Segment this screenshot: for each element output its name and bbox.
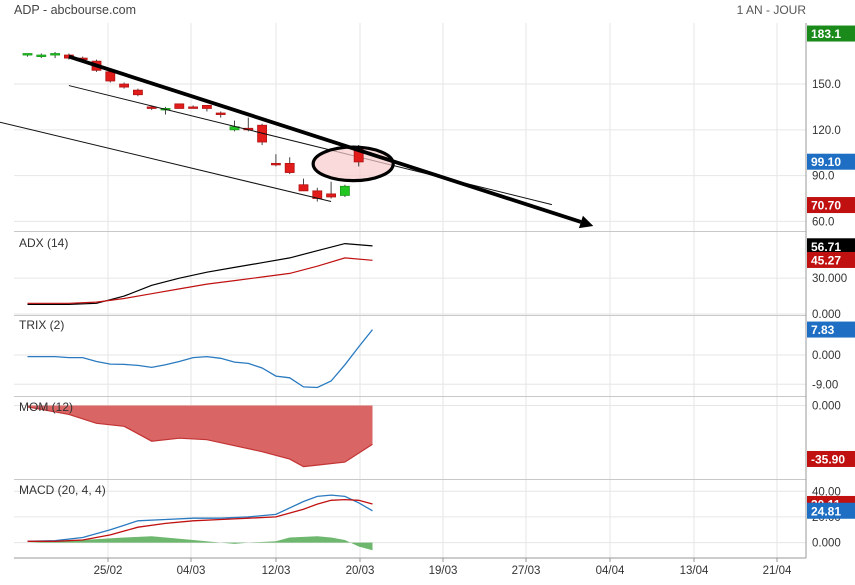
candle-body (22, 53, 33, 56)
trix-panel-label: TRIX (2) (19, 318, 64, 332)
trend-arrow-line (68, 54, 582, 224)
candle-body (36, 54, 47, 57)
candle-body (132, 89, 143, 96)
macd-value-tag (807, 502, 855, 519)
mom-line (27, 406, 373, 468)
macd-line-line (27, 494, 373, 542)
price-tick-label: 60.0 (812, 216, 834, 228)
macd-value-tag-label: 24.81 (811, 504, 841, 518)
candle-body (270, 162, 281, 166)
x-tick-label: 04/04 (596, 565, 625, 577)
grid-layer (14, 23, 806, 558)
adx-value-tag-label: 56.71 (811, 240, 841, 254)
adx-value-tag-label: 45.27 (811, 253, 841, 267)
trix-line (27, 329, 374, 389)
candle-body (119, 83, 129, 88)
trix-tick-label: 0.000 (812, 350, 841, 362)
x-tick-label: 13/04 (680, 565, 709, 577)
macd-panel-label: MACD (20, 4, 4) (19, 483, 106, 497)
mom-value-tag-label: -35.90 (811, 452, 845, 466)
candle-body (339, 185, 350, 196)
price-value-tag-label: 99.10 (811, 155, 841, 169)
price-value-tag (807, 25, 855, 42)
candle-body (174, 103, 185, 109)
mom-value-tag (807, 450, 855, 467)
x-tick-label: 19/03 (429, 565, 458, 577)
price-value-tag-label: 70.70 (811, 199, 841, 213)
trix-value-tag (807, 321, 855, 338)
price-tick-label: 120.0 (812, 125, 841, 137)
candle-body (298, 184, 309, 192)
x-tick-label: 20/03 (346, 565, 375, 577)
adx-panel-label: ADX (14) (19, 236, 68, 250)
x-tick-label: 04/03 (177, 565, 206, 577)
x-tick-label: 21/04 (763, 565, 792, 577)
lower-channel-line (0, 121, 332, 203)
annotation-layer (0, 54, 594, 229)
adx-value-tag (807, 238, 855, 255)
trix-value-tag-label: 7.83 (811, 323, 835, 337)
adx-tick-label: 30.000 (812, 273, 847, 285)
axis-layer: 150.0 120.0 90.0 60.0 30.000 0.000 0.000 -9.00 0… (14, 23, 855, 577)
x-tick-label: 27/03 (512, 565, 541, 577)
macd-tick-label: 0.000 (812, 538, 841, 550)
content-layer (22, 51, 374, 551)
candle-body (105, 71, 116, 82)
adx-line (27, 242, 373, 305)
candle-body (188, 106, 199, 109)
candle-body (326, 193, 337, 198)
upper-channel-line (68, 85, 553, 206)
trix-tick-label: -9.00 (812, 379, 838, 391)
chart-title: ADP - abcbourse.com (14, 3, 136, 17)
price-tick-label: 150.0 (812, 79, 841, 91)
macd-tick-label: 40.00 (812, 486, 841, 498)
x-tick-label: 25/02 (94, 565, 123, 577)
price-value-tag-label: 183.1 (811, 27, 841, 41)
macd-signal-line (27, 498, 373, 542)
price-value-tag (807, 197, 855, 214)
candle-body (201, 105, 212, 109)
candle-body (146, 106, 157, 109)
mom-tick-label: 0.000 (812, 400, 841, 412)
macd-histogram (27, 536, 373, 551)
mom-area (27, 405, 373, 467)
candle-body (50, 53, 60, 56)
price-tick-label: 90.0 (812, 171, 834, 183)
period-label[interactable]: 1 AN - JOUR (737, 3, 807, 17)
x-tick-label: 12/03 (262, 565, 291, 577)
adx-tick-label: 0.000 (812, 309, 841, 321)
price-value-tag (807, 153, 855, 170)
candle-body (215, 112, 226, 115)
candle-body (284, 162, 295, 173)
adx-value-tag (807, 251, 855, 268)
adx-di-line (27, 257, 373, 304)
trend-arrow-head (578, 215, 594, 229)
mom-panel-label: MOM (12) (19, 400, 73, 414)
